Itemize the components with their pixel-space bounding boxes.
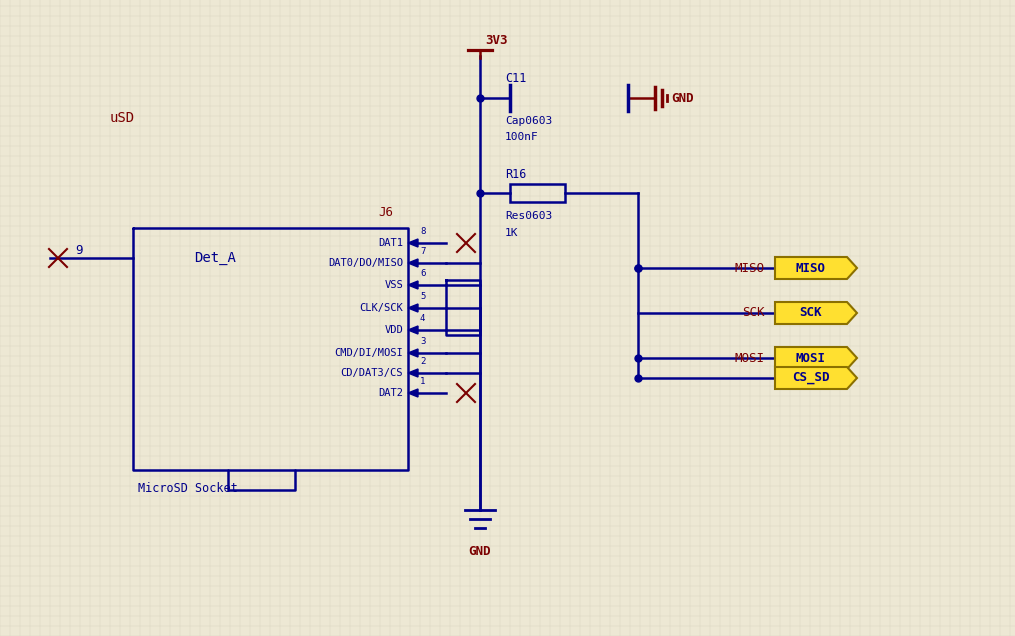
Polygon shape <box>408 281 418 289</box>
Text: CS_SD: CS_SD <box>793 371 829 385</box>
Polygon shape <box>408 349 418 357</box>
Polygon shape <box>775 347 857 369</box>
Text: J6: J6 <box>378 207 393 219</box>
Text: 3: 3 <box>420 337 425 346</box>
Text: GND: GND <box>671 92 693 104</box>
Polygon shape <box>408 239 418 247</box>
Bar <box>510 184 565 202</box>
Text: 9: 9 <box>75 244 82 256</box>
Text: Cap0603: Cap0603 <box>505 116 552 126</box>
Text: DAT2: DAT2 <box>378 388 403 398</box>
Text: MISO: MISO <box>735 261 765 275</box>
Text: MOSI: MOSI <box>735 352 765 364</box>
Polygon shape <box>775 257 857 279</box>
Text: 4: 4 <box>420 314 425 323</box>
Text: 8: 8 <box>420 227 425 236</box>
Polygon shape <box>775 367 857 389</box>
Text: VDD: VDD <box>385 325 403 335</box>
Text: 3V3: 3V3 <box>485 34 508 48</box>
Text: SCK: SCK <box>800 307 822 319</box>
Text: CLK/SCK: CLK/SCK <box>359 303 403 313</box>
Text: C11: C11 <box>505 71 527 85</box>
Polygon shape <box>408 369 418 377</box>
Text: MicroSD Socket: MicroSD Socket <box>138 481 238 495</box>
Polygon shape <box>408 326 418 334</box>
Text: DAT1: DAT1 <box>378 238 403 248</box>
Text: 7: 7 <box>420 247 425 256</box>
Text: 1: 1 <box>420 377 425 386</box>
Text: uSD: uSD <box>110 111 135 125</box>
Polygon shape <box>408 389 418 397</box>
Polygon shape <box>408 304 418 312</box>
Text: VSS: VSS <box>385 280 403 290</box>
Text: DAT0/DO/MISO: DAT0/DO/MISO <box>328 258 403 268</box>
Text: 1K: 1K <box>505 228 519 238</box>
Text: CMD/DI/MOSI: CMD/DI/MOSI <box>334 348 403 358</box>
Text: 2: 2 <box>420 357 425 366</box>
Text: CD/DAT3/CS: CD/DAT3/CS <box>340 368 403 378</box>
Polygon shape <box>775 302 857 324</box>
Text: MISO: MISO <box>796 261 826 275</box>
Text: 100nF: 100nF <box>505 132 539 142</box>
Text: R16: R16 <box>505 169 527 181</box>
Text: SCK: SCK <box>743 307 765 319</box>
Polygon shape <box>408 259 418 267</box>
Text: MOSI: MOSI <box>796 352 826 364</box>
Text: 5: 5 <box>420 292 425 301</box>
Text: GND: GND <box>469 545 491 558</box>
Text: 6: 6 <box>420 269 425 278</box>
Text: Res0603: Res0603 <box>505 211 552 221</box>
Text: Det_A: Det_A <box>194 251 235 265</box>
